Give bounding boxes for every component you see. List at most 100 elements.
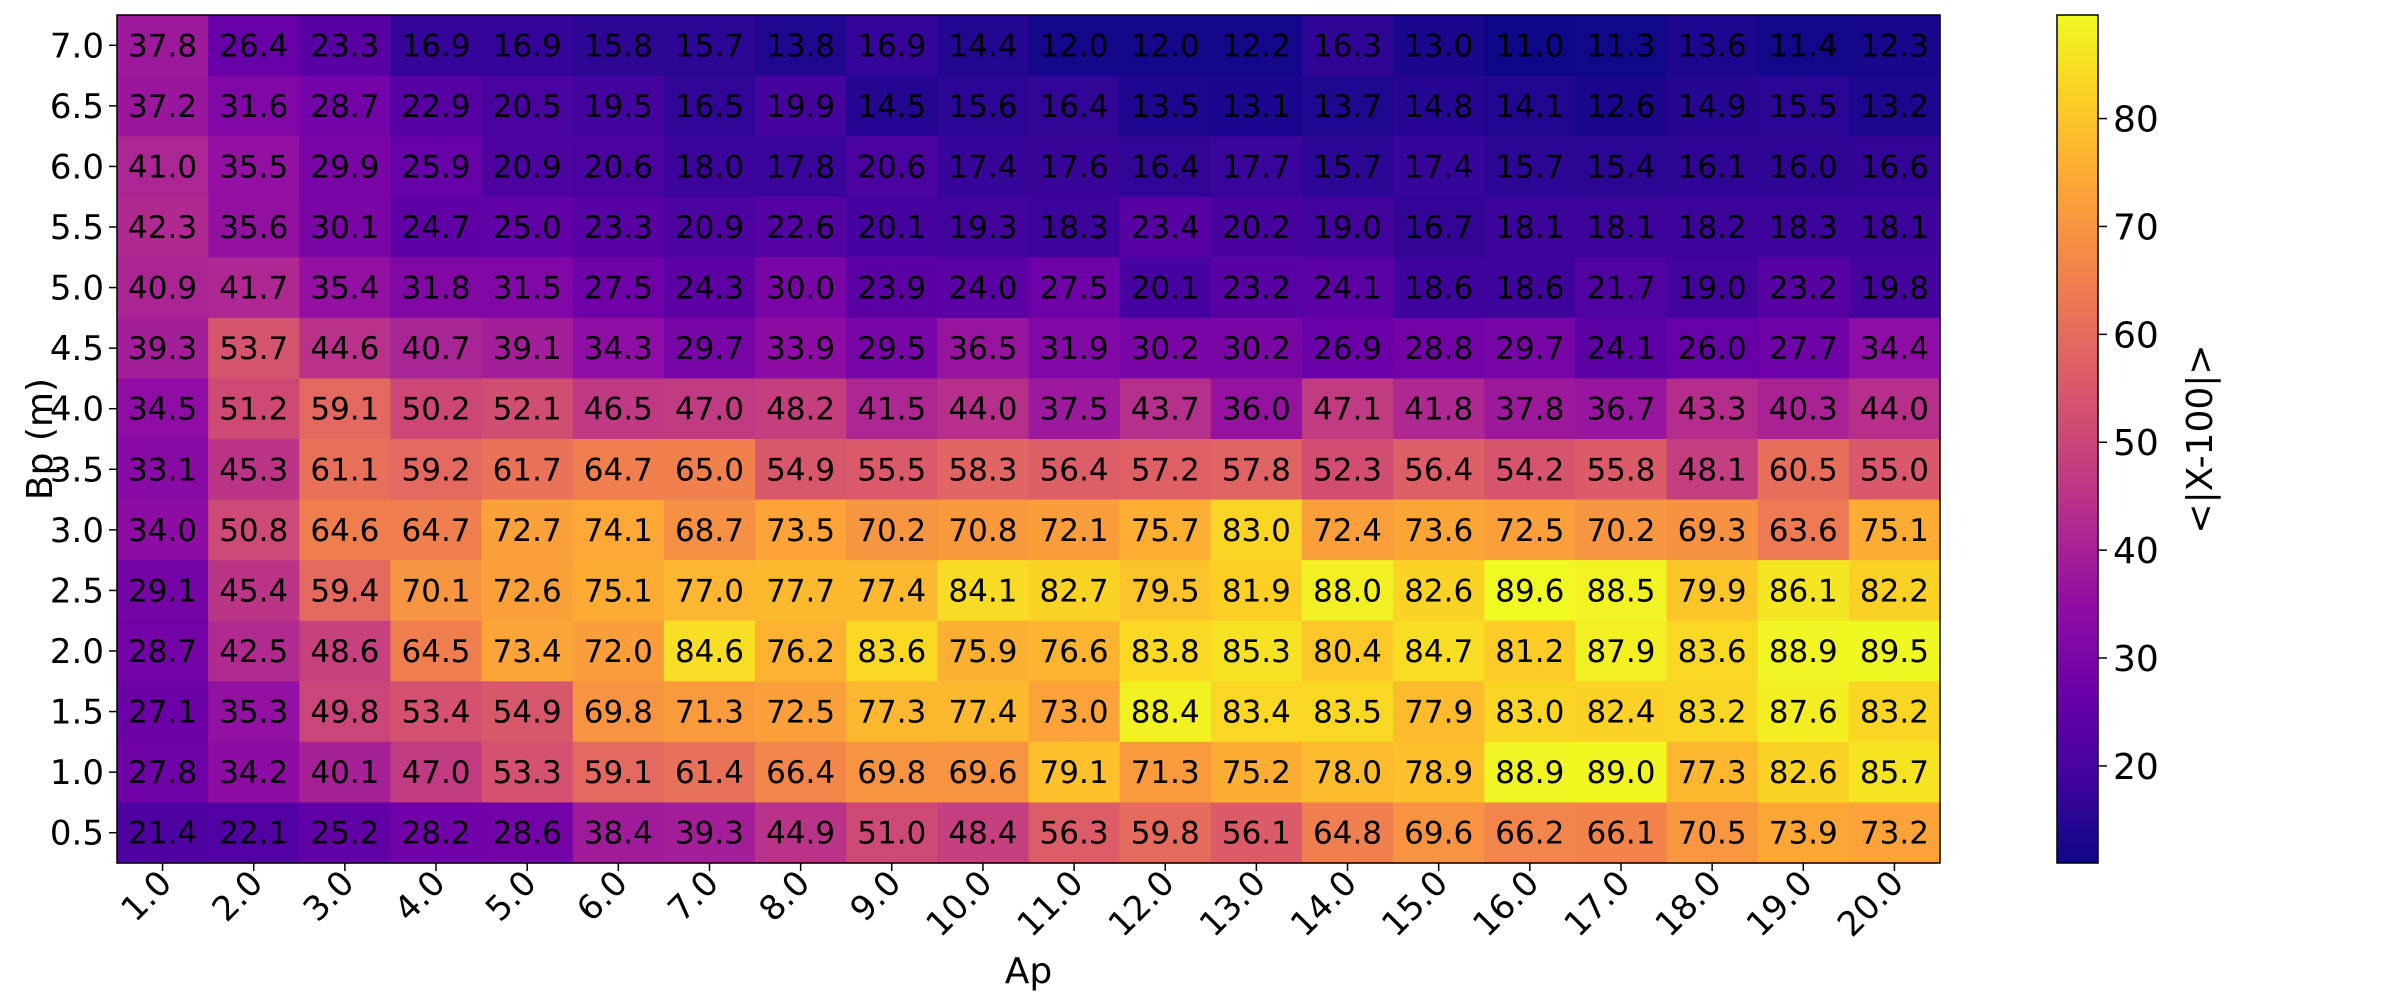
heatmap-cell [1393,681,1485,743]
heatmap-cell [390,378,483,440]
heatmap-cell [1484,196,1576,258]
cell-value-label: 73.4 [493,634,562,670]
cell-value-label: 11.0 [1495,28,1564,64]
heatmap-cell [390,439,483,501]
heatmap-cell [937,317,1030,380]
cell-value-label: 72.5 [766,695,835,731]
cell-value-label: 64.8 [1313,816,1382,852]
heatmap-cell [755,741,847,804]
cell-value-label: 89.6 [1495,573,1564,609]
cell-value-label: 22.9 [402,89,471,125]
heatmap-cell [1119,439,1212,501]
heatmap-cell [1119,257,1212,319]
cell-value-label: 22.1 [219,816,288,852]
cell-value-label: 15.4 [1586,149,1655,185]
heatmap-cell [1666,499,1759,561]
heatmap-cell [846,136,938,198]
cell-value-label: 83.5 [1313,695,1382,731]
heatmap-cell [755,802,847,864]
x-tick-label: 18.0 [1648,863,1730,945]
cell-value-label: 72.7 [493,513,562,549]
cell-value-label: 16.0 [1769,149,1838,185]
cell-value-label: 75.1 [1860,513,1929,549]
cell-value-label: 23.4 [1131,210,1200,246]
cell-value-label: 17.4 [948,149,1017,185]
heatmap-cell [663,75,756,137]
cell-value-label: 77.4 [857,573,926,609]
cell-value-label: 55.8 [1586,452,1655,488]
heatmap-cell [1028,499,1121,561]
cell-value-label: 60.5 [1769,452,1838,488]
x-tick-label: 19.0 [1739,863,1821,945]
heatmap-cell [1757,196,1850,258]
cell-value-label: 37.8 [1495,392,1564,428]
heatmap-cell [1848,681,1941,743]
heatmap-cell [1210,317,1303,380]
cell-value-label: 53.4 [402,695,471,731]
heatmap-cell [663,620,756,682]
x-tick-label: 8.0 [751,863,818,930]
cell-value-label: 89.0 [1586,755,1655,791]
heatmap-cell [663,560,756,622]
heatmap-cell [1484,741,1576,804]
heatmap-cell [1484,499,1576,561]
heatmap-cell [208,620,300,682]
cell-value-label: 77.0 [675,573,744,609]
heatmap-cell [1301,560,1394,622]
cell-value-label: 12.3 [1860,28,1929,64]
heatmap-cell [937,560,1030,622]
cell-value-label: 12.6 [1586,89,1655,125]
cell-value-label: 83.6 [857,634,926,670]
heatmap-cell [1848,620,1941,682]
colorbar-tick-label: 70 [2113,207,2159,248]
y-tick-label: 7.0 [50,26,104,66]
cell-value-label: 59.1 [310,392,379,428]
heatmap-cell [117,439,209,501]
heatmap-cell [208,802,300,864]
heatmap-cell [117,196,209,258]
heatmap-cell [1666,681,1759,743]
heatmap-cell [846,620,938,682]
heatmap-cell [1393,196,1485,258]
heatmap-cell [937,196,1030,258]
heatmap-cell [846,439,938,501]
heatmap-cell [1848,560,1941,622]
heatmap-cell [1484,439,1576,501]
heatmap-cell [937,741,1030,804]
heatmap-cell [390,560,483,622]
cell-value-label: 83.8 [1131,634,1200,670]
heatmap-cell [208,560,300,622]
heatmap-cell [208,317,300,380]
heatmap-cell [1575,620,1668,682]
heatmap-cell [755,439,847,501]
cell-value-label: 82.6 [1769,755,1838,791]
cell-value-label: 15.7 [1313,149,1382,185]
cell-value-label: 44.0 [1860,392,1929,428]
cell-value-label: 20.2 [1222,210,1291,246]
heatmap-cell [1575,136,1668,198]
heatmap-cell [1301,257,1394,319]
heatmap-cell [117,802,209,864]
cell-value-label: 18.6 [1404,271,1473,307]
heatmap-cell [1393,499,1485,561]
cell-value-label: 13.5 [1131,89,1200,125]
heatmap-cell [1666,75,1759,137]
heatmap-cell [1210,620,1303,682]
heatmap-cell [1301,136,1394,198]
cell-value-label: 66.4 [766,755,835,791]
cell-value-label: 16.9 [857,28,926,64]
cell-value-label: 47.0 [402,755,471,791]
cell-value-label: 18.2 [1678,210,1747,246]
cell-value-label: 34.2 [219,755,288,791]
heatmap-cell [1028,317,1121,380]
heatmap-cell [1757,15,1850,77]
cell-value-label: 29.9 [310,149,379,185]
cell-value-label: 30.0 [766,271,835,307]
cell-value-label: 77.7 [766,573,835,609]
heatmap-cell [1210,15,1303,77]
x-tick-label: 9.0 [843,863,910,930]
cell-value-label: 16.6 [1860,149,1929,185]
cell-value-label: 88.9 [1495,755,1564,791]
cell-value-label: 77.3 [1678,755,1747,791]
cell-value-label: 24.1 [1313,271,1382,307]
